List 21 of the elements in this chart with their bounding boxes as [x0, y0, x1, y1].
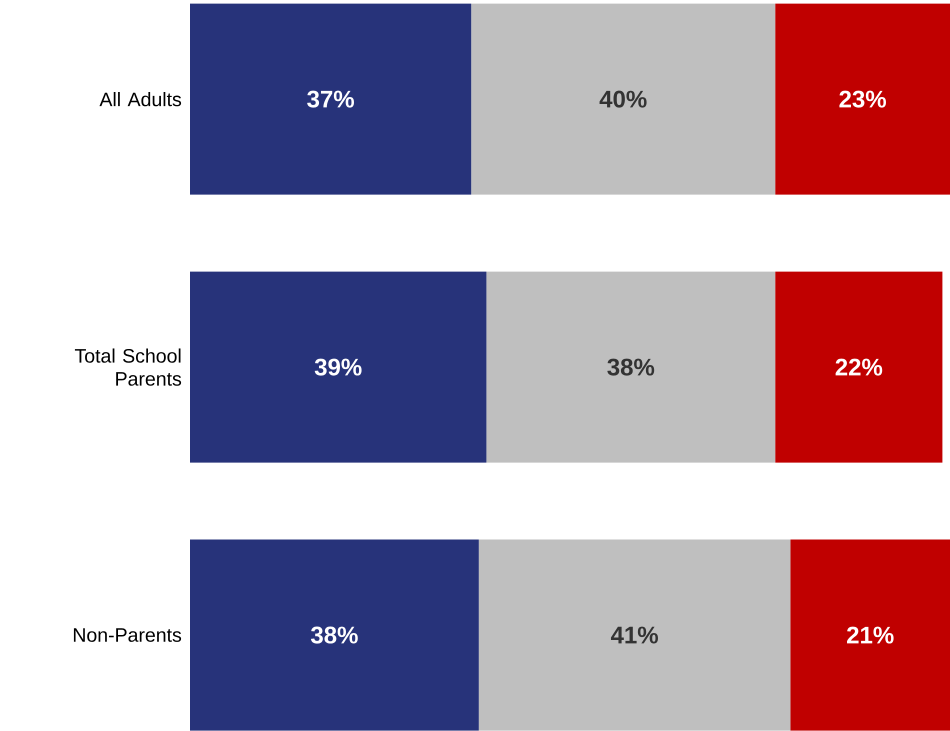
data-label: 37% [307, 90, 354, 108]
y-tick-label: Total School Parents [74, 348, 182, 386]
bar [775, 4, 950, 195]
bar [486, 272, 776, 463]
y-tick-label: Non-Parents [74, 628, 182, 642]
bar [775, 272, 942, 463]
data-label: 38% [607, 358, 654, 376]
data-label: 40% [600, 90, 647, 108]
data-label: 23% [839, 90, 886, 108]
y-tick-label: All Adults [99, 92, 182, 106]
data-label: 39% [314, 358, 362, 376]
bar [190, 4, 472, 195]
data-label: 38% [310, 626, 358, 644]
bar [478, 540, 790, 731]
bar [471, 4, 776, 195]
data-label: 21% [847, 626, 894, 644]
bar [190, 540, 479, 731]
bar [790, 540, 950, 731]
data-label: 41% [610, 626, 658, 644]
data-label: 22% [836, 358, 882, 376]
bar [190, 272, 486, 463]
